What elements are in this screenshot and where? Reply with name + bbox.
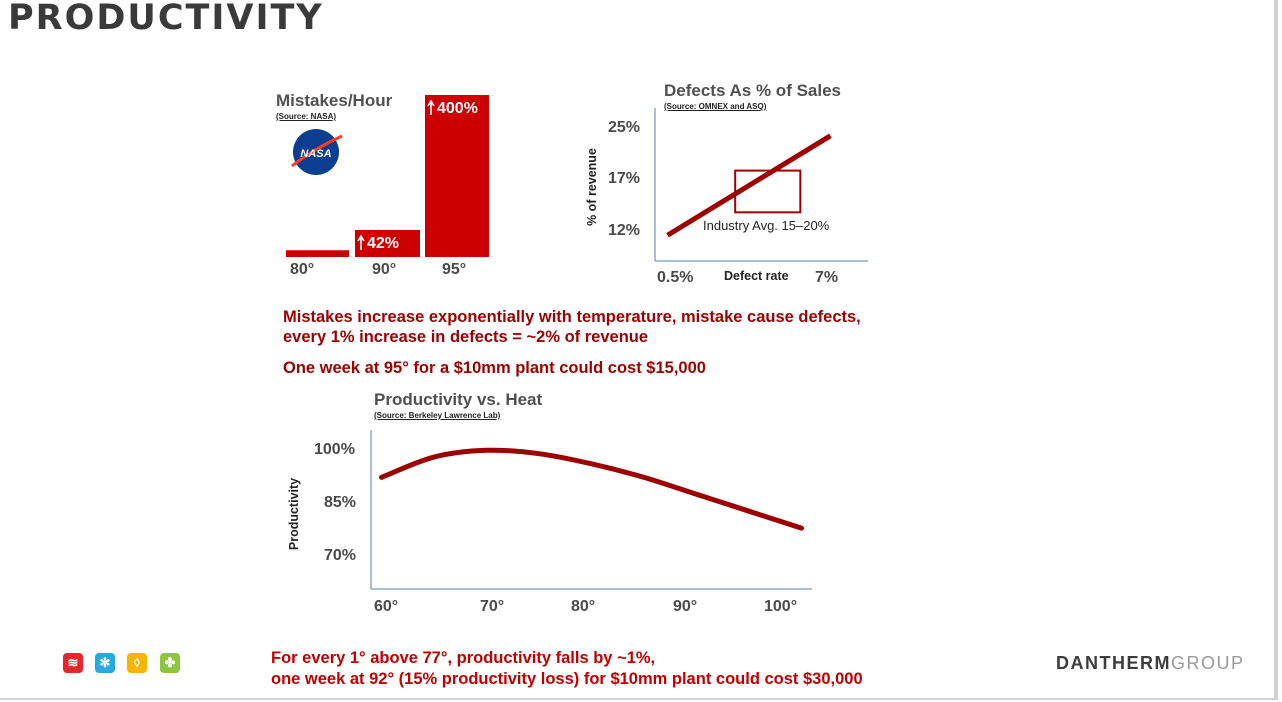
defects-chart-source: (Source: OMNEX and ASQ) <box>664 102 767 111</box>
statement-cost: One week at 95° for a $10mm plant could … <box>283 359 706 377</box>
productivity-x-tick: 90° <box>673 598 698 615</box>
productivity-curve <box>379 447 804 531</box>
bar-90 <box>355 230 420 257</box>
bar-80 <box>286 250 349 257</box>
footer-line: one week at 92° (15% productivity loss) … <box>271 670 863 688</box>
bar-category-label: 80° <box>290 261 315 278</box>
statement-line: every 1% increase in defects = ~2% of re… <box>283 328 649 346</box>
bar-category-label: 95° <box>442 261 467 278</box>
bar-95 <box>425 95 489 257</box>
defects-x-tick: 0.5% <box>657 269 694 286</box>
productivity-x-tick: 100° <box>764 598 798 615</box>
footer-statement: For every 1° above 77°, productivity fal… <box>271 648 863 690</box>
productivity-chart-source: (Source: Berkeley Lawrence Lab) <box>374 411 501 420</box>
defects-trend-line <box>666 133 832 238</box>
productivity-x-tick: 80° <box>571 598 596 615</box>
industry-avg-label: Industry Avg. 15–20% <box>703 218 830 233</box>
bar-data-label: 42% <box>367 235 399 252</box>
productivity-y-label: Productivity <box>287 478 301 550</box>
up-arrow-icon <box>427 99 435 115</box>
defects-y-tick: 17% <box>608 170 641 187</box>
bar-chart-title: Mistakes/Hour <box>276 91 393 110</box>
bar-category-label: 90° <box>372 261 397 278</box>
productivity-x-tick: 70° <box>480 598 505 615</box>
ventilation-icon: ✤ <box>160 653 180 673</box>
productivity-x-tick: 60° <box>374 598 399 615</box>
defects-y-tick: 25% <box>608 119 641 136</box>
defects-y-label: % of revenue <box>585 148 599 226</box>
nasa-logo-text: NASA <box>300 148 331 160</box>
bar-chart-source: (Source: NASA) <box>276 112 337 121</box>
brand-bold: DANTHERM <box>1056 653 1171 673</box>
defects-y-tick: 12% <box>608 222 641 239</box>
productivity-chart-title: Productivity vs. Heat <box>374 390 543 409</box>
nasa-logo-circle <box>293 129 339 175</box>
defects-x-label: Defect rate <box>724 269 789 283</box>
productivity-y-tick: 70% <box>324 547 357 564</box>
productivity-y-tick: 85% <box>324 494 357 511</box>
statement-line: Mistakes increase exponentially with tem… <box>283 308 861 326</box>
heating-icon: ≋ <box>63 653 83 673</box>
productivity-y-tick: 100% <box>314 441 355 458</box>
nasa-logo-swoosh <box>291 134 343 168</box>
footer-line: For every 1° above 77°, productivity fal… <box>271 649 656 667</box>
up-arrow-icon <box>357 234 365 250</box>
page-title: PRODUCTIVITY <box>8 0 324 38</box>
brand-light: GROUP <box>1171 653 1245 673</box>
cooling-icon: ✻ <box>95 653 115 673</box>
defects-chart-title: Defects As % of Sales <box>664 81 841 100</box>
defects-x-tick: 7% <box>815 269 839 286</box>
dantherm-logo: DANTHERMGROUP <box>1056 653 1245 674</box>
bar-data-label: 400% <box>437 100 478 117</box>
drying-icon: ◊ <box>127 653 147 673</box>
